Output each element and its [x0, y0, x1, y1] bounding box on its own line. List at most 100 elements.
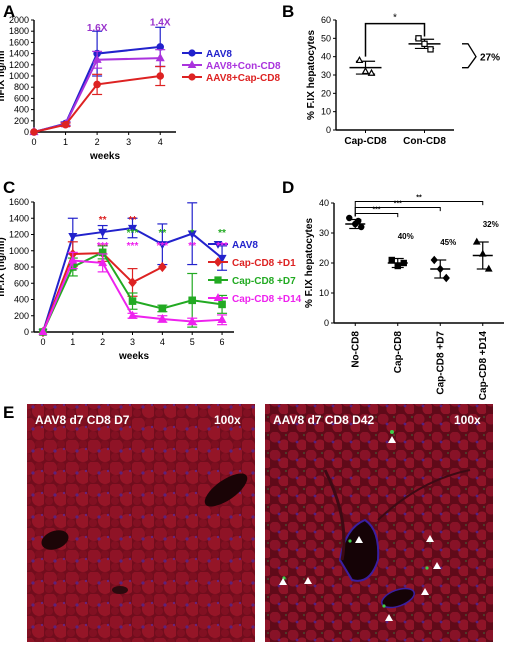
x-tick-label: 2: [95, 137, 100, 147]
y-tick-label: 60: [321, 15, 331, 25]
significance-stars: **: [99, 215, 107, 226]
significance-stars: ***: [127, 241, 139, 252]
legend-label: Cap-CD8 +D14: [232, 294, 302, 305]
data-point: [430, 255, 438, 265]
y-tick-label: 50: [321, 33, 331, 43]
arrowhead-marker: [388, 436, 396, 443]
arrowhead-marker: [279, 578, 287, 585]
chart-b: 0 10 20 30 40 50 60 % F.IX hepatocytes Cap-CD8 Co…: [306, 13, 500, 147]
data-point: [155, 52, 165, 62]
arrowhead-marker: [355, 536, 363, 543]
significance-stars: ***: [127, 228, 139, 239]
reduction-label: 32%: [483, 220, 499, 229]
data-point: [187, 316, 197, 325]
fold-change-label: 1.6X: [87, 23, 108, 34]
y-tick-label: 2000: [9, 15, 29, 25]
y-tick-label: 30: [319, 228, 329, 238]
data-point: [30, 128, 38, 136]
significance-stars: *: [190, 228, 194, 239]
data-point: [156, 72, 165, 80]
y-tick-label: 1000: [9, 246, 29, 256]
legend-marker: [188, 49, 196, 57]
panel-letter-e: E: [3, 403, 14, 422]
data-point: [400, 259, 407, 267]
y-tick-label: 200: [14, 311, 29, 321]
series-3: [38, 251, 228, 336]
series-line: [33, 75, 161, 133]
legend-label: Cap-CD8 +D1: [232, 258, 296, 269]
chart-c: 0 200 400 600 800 1000 1200 1400 1600 0 1 2 3 4 5 6 week…: [0, 197, 302, 362]
difference-label: 27%: [480, 53, 500, 64]
data-point: [128, 297, 137, 305]
significance-stars: ***: [97, 241, 109, 252]
legend-marker: [187, 60, 197, 69]
x-tick-label: 1: [63, 137, 68, 147]
data-point: [484, 264, 493, 272]
legend-label: AAV8: [206, 49, 232, 60]
legend-marker: [214, 276, 222, 284]
y-axis-label: hFIX ng/ml: [0, 50, 7, 101]
significance-stars: ***: [394, 201, 402, 208]
x-axis-label: weeks: [89, 151, 120, 162]
significance-stars: **: [218, 228, 226, 239]
x-tick-label: 0: [31, 137, 36, 147]
chart-d: 0 10 20 30 40 % F.IX hepatocytes No-CD8 Cap-CD8…: [304, 195, 504, 401]
micrograph-left: AAV8 d7 CD8 D7 100x: [27, 404, 255, 642]
micrograph-right-magnification: 100x: [454, 413, 481, 427]
data-point: [92, 54, 102, 63]
arrowhead-marker: [433, 562, 441, 569]
y-tick-label: 1600: [9, 197, 29, 207]
y-tick-label: 800: [14, 82, 29, 92]
data-point: [187, 230, 197, 239]
data-point: [98, 228, 108, 238]
y-tick-label: 1800: [9, 26, 29, 36]
y-tick-label: 0: [24, 327, 29, 337]
x-tick-label: 1: [70, 337, 75, 347]
y-tick-label: 30: [321, 70, 331, 80]
category-label: Cap-CD8 +D14: [478, 331, 489, 401]
y-tick-label: 10: [321, 107, 331, 117]
y-tick-label: 40: [321, 52, 331, 62]
micrograph-left-title: AAV8 d7 CD8 D7: [35, 413, 130, 427]
significance-bracket: [354, 201, 484, 217]
y-tick-label: 200: [14, 116, 29, 126]
data-point: [415, 35, 422, 42]
series-0: [38, 202, 228, 338]
x-tick-label: 2: [100, 337, 105, 347]
significance-bracket: [364, 22, 426, 57]
y-tick-label: 600: [14, 93, 29, 103]
series-1: [29, 49, 166, 136]
y-tick-label: 1200: [9, 60, 29, 70]
arrowhead-marker: [385, 614, 393, 621]
y-tick-label: 1000: [9, 71, 29, 81]
data-point: [98, 257, 108, 267]
category-label: Con-CD8: [403, 136, 446, 147]
y-axis-label: % F.IX hepatocytes: [306, 30, 317, 120]
difference-bracket: [462, 43, 477, 69]
data-point: [442, 273, 450, 283]
x-tick-label: 6: [220, 337, 225, 347]
legend-marker: [213, 241, 223, 249]
category-label: No-CD8: [350, 331, 361, 368]
y-tick-label: 20: [319, 258, 329, 268]
arrowhead-marker: [426, 535, 434, 542]
x-tick-label: 3: [130, 337, 135, 347]
data-point: [38, 326, 48, 336]
data-point: [358, 223, 365, 231]
data-point: [157, 241, 167, 250]
group-1: Cap-CD8: [387, 256, 408, 373]
legend-marker: [188, 73, 196, 81]
significance-stars: ***: [216, 241, 228, 252]
data-point: [355, 55, 364, 64]
group-0: Cap-CD8: [344, 55, 387, 147]
group-0: No-CD8: [345, 214, 366, 368]
fold-change-label: 1.4X: [150, 18, 171, 29]
legend-label: AAV8: [232, 240, 258, 251]
significance-stars: **: [129, 215, 137, 226]
data-point: [157, 313, 167, 323]
y-tick-label: 800: [14, 262, 29, 272]
legend-marker: [213, 257, 223, 267]
data-point: [361, 66, 370, 75]
